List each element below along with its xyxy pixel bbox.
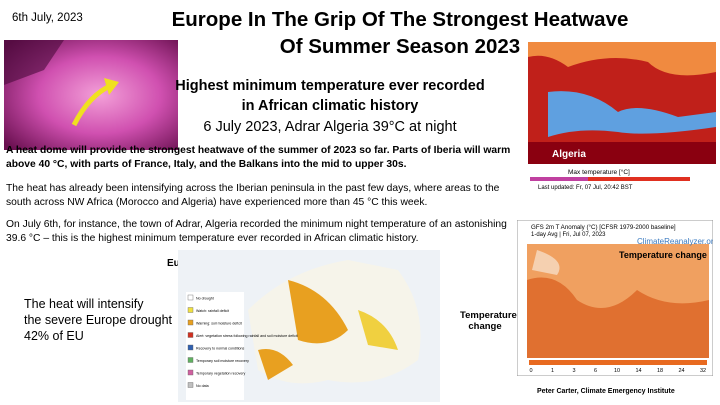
legend-swatch xyxy=(187,294,194,301)
drought-map: No drought Watch: rainfall deficit Warning… xyxy=(178,250,440,402)
date: 6th July, 2023 xyxy=(12,12,83,24)
scale-label: 0 xyxy=(529,368,532,374)
subtitle-line: Highest minimum temperature ever recorde… xyxy=(175,78,485,94)
map-title: GFS 2m T Anomaly (°C) [CFSR 1979-2000 ba… xyxy=(531,224,676,231)
callout-line: The heat will intensify xyxy=(24,297,144,311)
heat-map: Algeria Max temperature [°C] Last update… xyxy=(528,42,716,192)
legend-label: Recovery to normal conditions xyxy=(196,347,245,351)
legend-swatch xyxy=(187,357,194,363)
footer: Peter Carter, Climate Emergency Institut… xyxy=(537,388,675,395)
scale-label: 10 xyxy=(614,368,620,374)
source: ClimateReanalyzer.org xyxy=(637,237,713,246)
legend-swatch xyxy=(187,344,194,351)
callout: The heat will intensify the severe Europ… xyxy=(24,296,172,344)
legend-swatch xyxy=(187,319,194,326)
subtitle-line: in African climatic history xyxy=(241,98,419,114)
map-label: Algeria xyxy=(552,149,586,160)
legend-label: No data xyxy=(196,384,209,388)
title-line: Of Summer Season 2023 xyxy=(279,35,521,58)
paragraph: A heat dome will provide the strongest h… xyxy=(6,145,511,170)
map-subtitle: 1-day Avg | Fri, Jul 07, 2023 xyxy=(531,232,606,238)
legend-swatch xyxy=(187,382,194,388)
legend-swatch xyxy=(187,369,194,376)
legend-swatch xyxy=(187,307,194,313)
scale-label: 14 xyxy=(635,368,641,374)
paragraph: The heat has already been intensifying a… xyxy=(6,183,500,208)
title: Europe In The Grip Of The Strongest Heat… xyxy=(120,6,680,60)
callout-line: 42% of EU xyxy=(24,329,84,343)
scale-label: 32 xyxy=(700,368,706,374)
legend-label: Warning: soil moisture deficit xyxy=(196,322,242,326)
legend-label: Temporary vegetation recovery xyxy=(196,372,246,376)
map-label: Temperature change xyxy=(619,250,707,260)
legend-title: Max temperature [°C] xyxy=(568,168,630,176)
legend-label: Watch: rainfall deficit xyxy=(196,309,229,313)
scale-label: 6 xyxy=(594,368,597,374)
scale-label: 3 xyxy=(572,368,575,374)
side-label: Temperature change xyxy=(460,310,517,332)
subtitle: Highest minimum temperature ever recorde… xyxy=(160,76,500,116)
legend-label: No drought xyxy=(196,297,214,301)
subtitle-detail: 6 July 2023, Adrar Algeria 39°C at night xyxy=(203,119,457,135)
title-line: Europe In The Grip Of The Strongest Heat… xyxy=(171,8,629,31)
scale-label: 24 xyxy=(678,368,684,374)
update-note: Last updated: Fr, 07 Jul, 20:42 BST xyxy=(538,185,633,191)
anomaly-map: GFS 2m T Anomaly (°C) [CFSR 1979-2000 ba… xyxy=(517,220,713,376)
satellite-image xyxy=(4,40,178,150)
scale-label: 1 xyxy=(551,368,554,374)
paragraph: On July 6th, for instance, the town of A… xyxy=(6,219,507,244)
legend-label: Alert: vegetation stress following rainf… xyxy=(196,334,298,338)
legend-label: Temporary soil moisture recovery xyxy=(196,359,249,363)
callout-line: the severe Europe drought xyxy=(24,313,173,327)
scale-label: 18 xyxy=(657,368,663,374)
legend-swatch xyxy=(187,332,194,338)
